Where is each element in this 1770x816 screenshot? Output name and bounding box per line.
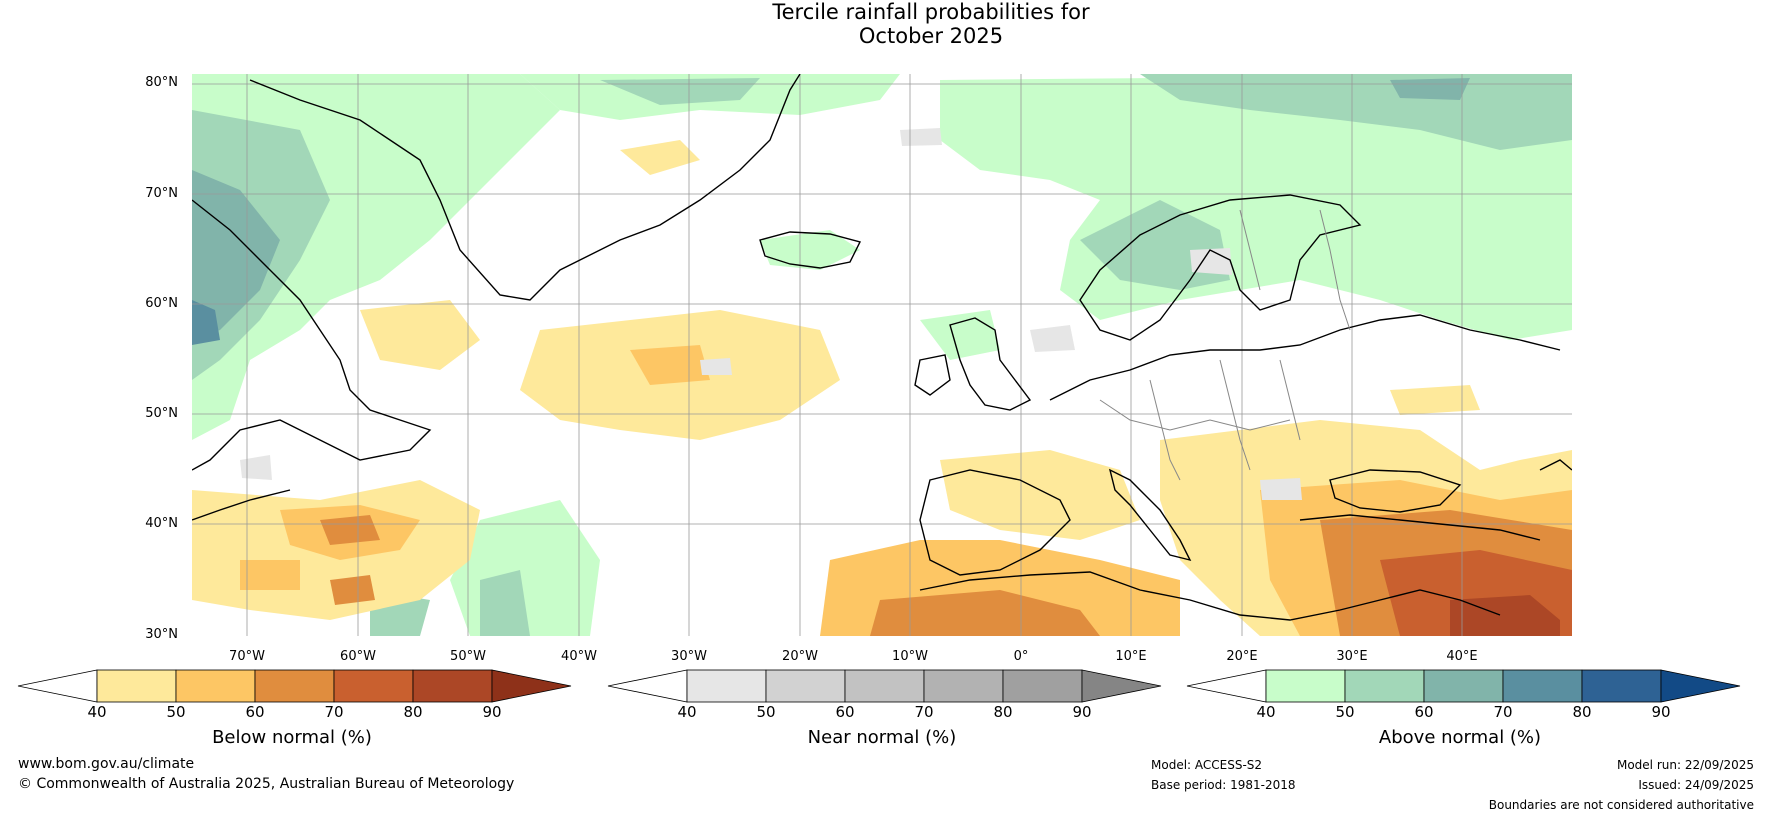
colorbar-near-tick: 70 [914,703,934,721]
near-normal-regions [240,128,1302,500]
lon-label-50w: 50°W [450,649,486,664]
lon-label-70w: 70°W [229,649,265,664]
lon-label-10w: 10°W [892,649,928,664]
colorbar-near-title: Near normal (%) [807,727,957,748]
copyright-text: © Commonwealth of Australia 2025, Austra… [18,776,515,792]
title-line-1: Tercile rainfall probabilities for [772,0,1090,24]
title-line-2: October 2025 [858,24,1004,48]
country-borders [1099,209,1351,481]
lon-label-20e: 20°E [1226,649,1258,664]
lat-label-70n: 70°N [145,186,178,201]
colorbar-above-tick: 90 [1651,703,1671,721]
lat-label-30n: 30°N [145,627,178,642]
colorbar-above-tick: 80 [1572,703,1592,721]
below-normal-regions [192,140,1572,636]
issued-text: Issued: 24/09/2025 [1638,778,1754,792]
colorbar-below-tick: 90 [482,703,502,721]
lat-label-80n: 80°N [145,75,178,90]
map-title: Tercile rainfall probabilities for Octob… [0,0,1770,48]
lat-label-40n: 40°N [145,516,178,531]
colorbar-near-tick: 60 [835,703,855,721]
base-period-text: Base period: 1981-2018 [1151,778,1296,792]
colorbar-below-tick: 40 [87,703,107,721]
lon-label-40e: 40°E [1446,649,1478,664]
colorbar-above-tick: 70 [1493,703,1513,721]
colorbar-below-tick: 70 [324,703,344,721]
lon-label-60w: 60°W [340,649,376,664]
colorbar-near-tick: 40 [677,703,697,721]
colorbar-below-tick: 60 [245,703,265,721]
lat-label-50n: 50°N [145,406,178,421]
colorbar-near-tick: 50 [756,703,776,721]
colorbar-below-tick: 80 [403,703,423,721]
colorbar-near-tick: 80 [993,703,1013,721]
colorbar-above-tick: 60 [1414,703,1434,721]
colorbar-below-title: Below normal (%) [212,727,372,748]
lon-label-40w: 40°W [561,649,597,664]
lon-label-0: 0° [1013,649,1029,664]
model-run-text: Model run: 22/09/2025 [1616,758,1754,772]
model-text: Model: ACCESS-S2 [1151,758,1263,772]
disclaimer-text: Boundaries are not considered authoritat… [1488,798,1754,812]
lon-label-10e: 10°E [1115,649,1147,664]
colorbar-below-tick: 50 [166,703,186,721]
coastlines [192,74,1572,621]
lon-label-20w: 20°W [782,649,818,664]
colorbar-near-tick: 90 [1072,703,1092,721]
website-link[interactable]: www.bom.gov.au/climate [18,756,195,772]
colorbar-above-title: Above normal (%) [1378,727,1542,748]
lon-label-30e: 30°E [1336,649,1368,664]
colorbar-above-tick: 50 [1335,703,1355,721]
colorbar-above-tick: 40 [1256,703,1276,721]
graticule [192,74,1572,636]
lat-label-60n: 60°N [145,296,178,311]
lon-label-30w: 30°W [671,649,707,664]
